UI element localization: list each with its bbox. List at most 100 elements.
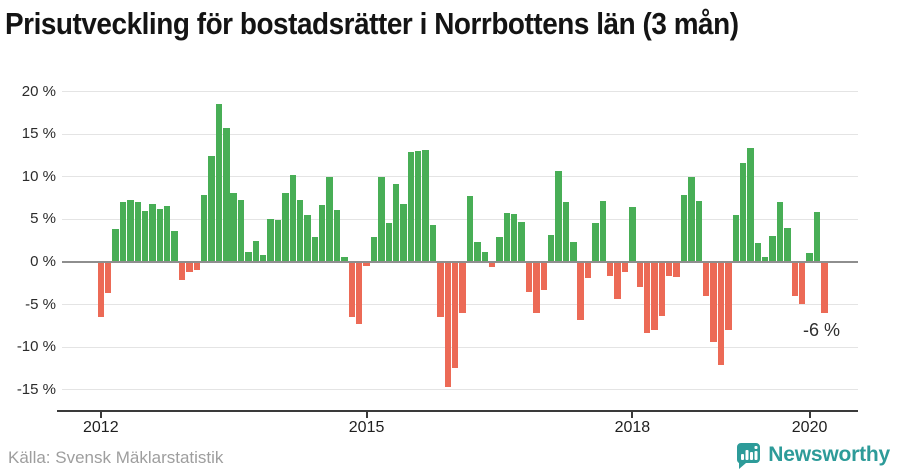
bar [547, 234, 555, 262]
y-tick-label: -10 % [16, 338, 56, 356]
zero-baseline [62, 261, 858, 263]
bar [570, 241, 577, 262]
bar [762, 256, 769, 262]
bar [577, 262, 584, 320]
source-label: Källa: Svensk Mäklarstatistik [8, 448, 224, 467]
bar [474, 242, 481, 262]
bar [813, 211, 821, 262]
y-tick-label: -15 % [16, 380, 56, 398]
bar [725, 262, 732, 331]
bar [208, 155, 215, 262]
bar [621, 262, 629, 273]
bar [289, 175, 296, 262]
bar [821, 262, 828, 314]
bar [496, 237, 503, 262]
bar [164, 205, 171, 262]
bar [607, 262, 614, 276]
bar [481, 251, 488, 262]
bar [422, 149, 429, 262]
gridline [62, 346, 858, 348]
bar [451, 262, 459, 368]
bar [156, 209, 164, 262]
bar [119, 202, 127, 262]
bar [319, 204, 326, 262]
bar [326, 176, 333, 262]
bar [215, 103, 223, 262]
bar [710, 262, 717, 343]
bar [636, 262, 643, 287]
bar [466, 195, 474, 262]
bar [171, 231, 178, 262]
bar [459, 262, 466, 314]
gridline [62, 133, 858, 135]
bar [237, 199, 245, 262]
x-tick-label: 2015 [348, 419, 385, 436]
bar [193, 262, 200, 270]
gridline [62, 176, 858, 178]
x-tick-mark [808, 412, 811, 418]
bar [370, 237, 378, 262]
x-tick-label: 2018 [614, 419, 651, 436]
bar [260, 255, 267, 262]
bar [791, 262, 798, 297]
brand-name: Newsworthy [768, 443, 890, 466]
bar [555, 170, 562, 262]
y-tick-label: -5 % [25, 295, 56, 313]
bar [429, 224, 437, 262]
bar [651, 262, 658, 331]
bar [141, 210, 149, 262]
bar [643, 262, 651, 333]
bar [525, 262, 533, 292]
y-tick-label: 0 % [30, 253, 56, 270]
newsworthy-logo: Newsworthy [734, 441, 890, 469]
y-tick-label: 20 % [21, 82, 56, 100]
bar-chart-speech-bubble-icon [734, 441, 761, 469]
x-tick-mark [365, 412, 368, 418]
bar [732, 215, 739, 262]
bar [776, 202, 784, 262]
y-tick-label: 5 % [30, 210, 56, 228]
bar [134, 201, 141, 262]
gridline [62, 389, 858, 391]
bar [518, 221, 525, 262]
bar [392, 183, 400, 262]
bar [245, 251, 252, 262]
bar [304, 215, 311, 262]
last-value-annotation: -6 % [803, 320, 841, 340]
bar [378, 176, 385, 262]
bar [112, 228, 119, 262]
bar [695, 200, 702, 262]
bar [267, 218, 274, 262]
bar [511, 214, 518, 262]
bar [385, 222, 392, 262]
bar [282, 192, 289, 262]
bar [488, 262, 496, 268]
x-axis-line [57, 410, 858, 412]
bar [599, 200, 607, 262]
bar [407, 152, 415, 262]
bar [127, 199, 134, 262]
bar [400, 204, 407, 262]
bar [333, 210, 341, 262]
gridline [62, 91, 858, 93]
y-tick-label: 10 % [21, 167, 56, 185]
bar [673, 262, 680, 278]
bar [274, 220, 282, 262]
bar [178, 262, 186, 280]
bar [296, 199, 304, 262]
bar [747, 147, 754, 262]
bar [806, 253, 813, 262]
bar [540, 262, 547, 291]
bar [592, 222, 599, 262]
bar [230, 192, 237, 262]
bar [562, 201, 570, 262]
bar [658, 262, 666, 316]
y-tick-label: 15 % [21, 125, 56, 143]
bar [629, 207, 636, 262]
bar [311, 237, 319, 262]
bar [614, 262, 621, 300]
bar [186, 262, 193, 273]
bar [97, 262, 104, 317]
bar [200, 194, 208, 262]
